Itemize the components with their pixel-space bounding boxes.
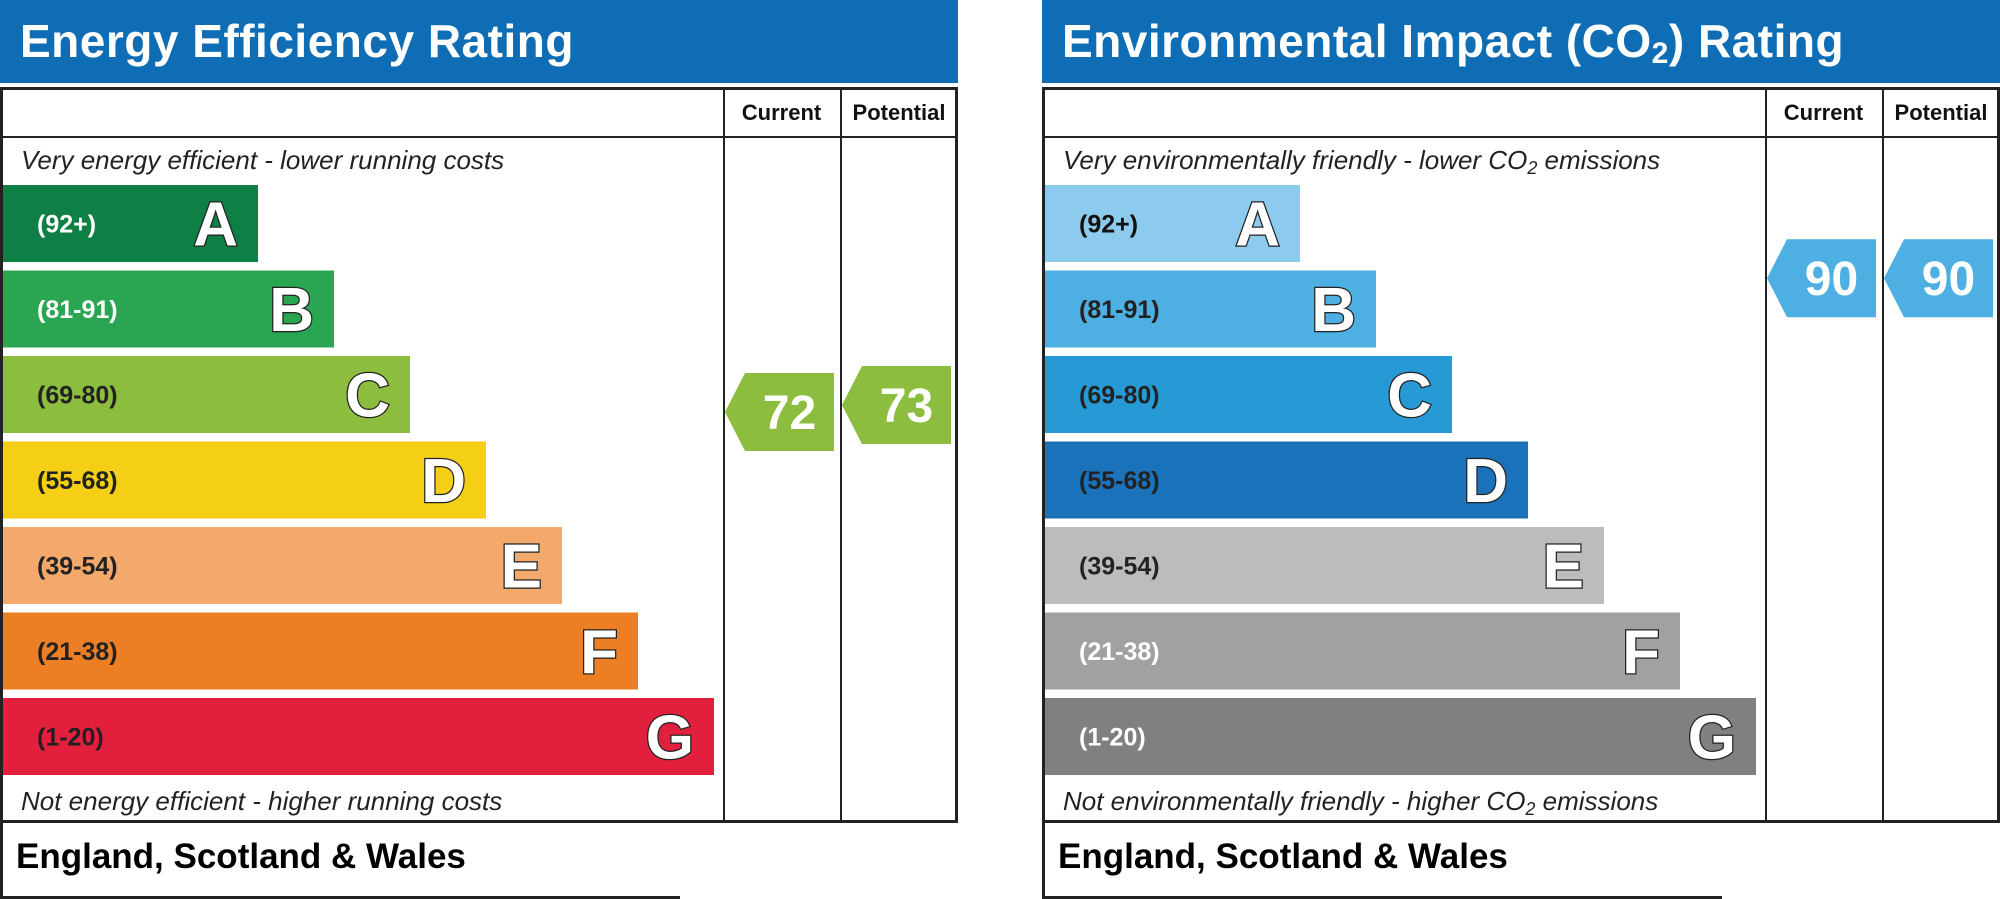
column-header-potential: Potential	[852, 100, 946, 125]
footer: England, Scotland & Wales	[0, 823, 680, 899]
potential-rating-value: 73	[880, 380, 933, 433]
band-letter: D	[421, 447, 466, 516]
band-letter: A	[193, 191, 238, 260]
column-header-divider	[1045, 136, 1997, 138]
band-letter: G	[646, 704, 694, 773]
footer-text: England, Scotland & Wales	[1058, 837, 1508, 876]
band-range-label: (21-38)	[37, 638, 118, 666]
rating-band-g: (1-20) G	[1045, 698, 1756, 775]
band-range-label: (81-91)	[1079, 296, 1160, 324]
environmental-impact-title: Environmental Impact (CO2) Rating	[1042, 0, 2000, 83]
band-letter: G	[1688, 704, 1736, 773]
band-bar	[3, 698, 714, 775]
band-bar	[1045, 185, 1300, 262]
band-letter: E	[501, 533, 542, 602]
column-divider	[840, 90, 842, 820]
rating-band-c: (69-80) C	[1045, 356, 1452, 433]
band-range-label: (55-68)	[1079, 467, 1160, 495]
band-bar	[3, 527, 562, 604]
band-range-label: (39-54)	[37, 553, 118, 581]
energy-efficiency-panel: Energy Efficiency Rating Current Potenti…	[0, 0, 958, 899]
band-range-label: (92+)	[37, 211, 96, 239]
band-range-label: (21-38)	[1079, 638, 1160, 666]
band-bar	[3, 612, 638, 690]
column-divider	[723, 90, 725, 820]
rating-band-f: (21-38) F	[3, 612, 638, 690]
column-divider	[1765, 90, 1767, 820]
band-range-label: (81-91)	[37, 296, 118, 324]
energy-efficiency-title: Energy Efficiency Rating	[0, 0, 958, 83]
environmental-impact-panel: Environmental Impact (CO2) Rating Curren…	[1042, 0, 2000, 899]
rating-band-b: (81-91) B	[1045, 270, 1376, 348]
rating-band-b: (81-91) B	[3, 270, 334, 348]
arrow-shape	[842, 366, 951, 444]
energy-efficiency-grid: Current Potential Very energy efficient …	[0, 87, 958, 823]
band-letter: C	[345, 362, 390, 431]
band-range-label: (55-68)	[37, 467, 118, 495]
rating-band-e: (39-54) E	[3, 527, 562, 604]
rating-band-g: (1-20) G	[3, 698, 714, 775]
band-letter: E	[1543, 533, 1584, 602]
band-range-label: (1-20)	[1079, 724, 1146, 752]
band-range-label: (69-80)	[37, 382, 118, 410]
top-caption: Very environmentally friendly - lower CO…	[1063, 145, 1661, 178]
column-divider	[1882, 90, 1884, 820]
bottom-caption: Not environmentally friendly - higher CO…	[1063, 786, 1659, 819]
band-letter: C	[1387, 362, 1432, 431]
band-bar	[1045, 698, 1756, 775]
rating-band-e: (39-54) E	[1045, 527, 1604, 604]
arrow-shape	[1884, 239, 1993, 318]
rating-band-c: (69-80) C	[3, 356, 410, 433]
band-range-label: (92+)	[1079, 211, 1138, 239]
current-rating-arrow: 72	[725, 373, 834, 451]
band-bar	[3, 356, 410, 433]
band-letter: B	[1311, 276, 1356, 345]
footer: England, Scotland & Wales	[1042, 823, 1722, 899]
band-bar	[3, 441, 486, 519]
band-range-label: (1-20)	[37, 724, 104, 752]
potential-rating-arrow: 73	[842, 366, 951, 444]
band-letter: F	[1622, 618, 1660, 687]
column-header-divider	[3, 136, 955, 138]
band-letter: D	[1463, 447, 1508, 516]
arrow-shape	[1767, 239, 1876, 318]
column-header-current: Current	[1783, 100, 1864, 125]
band-bar	[1045, 612, 1680, 690]
arrow-shape	[725, 373, 834, 451]
rating-band-a: (92+) A	[3, 185, 258, 262]
current-rating-arrow: 90	[1767, 239, 1876, 318]
top-caption: Very energy efficient - lower running co…	[21, 145, 505, 175]
band-bar	[1045, 527, 1604, 604]
environmental-impact-bars: (92+) A (81-91) B (69-80) C (55-68) D (39-54) E (2…	[1045, 185, 1993, 775]
rating-band-d: (55-68) D	[3, 441, 486, 519]
rating-band-a: (92+) A	[1045, 185, 1300, 262]
band-bar	[1045, 356, 1452, 433]
band-bar	[3, 270, 334, 348]
energy-efficiency-bars: (92+) A (81-91) B (69-80) C (55-68) D (39-54) E (2…	[3, 185, 951, 775]
current-rating-value: 90	[1805, 253, 1858, 306]
band-bar	[1045, 441, 1528, 519]
potential-rating-arrow: 90	[1884, 239, 1993, 318]
bottom-caption: Not energy efficient - higher running co…	[21, 786, 503, 816]
band-bar	[1045, 270, 1376, 348]
rating-band-d: (55-68) D	[1045, 441, 1528, 519]
band-range-label: (39-54)	[1079, 553, 1160, 581]
column-header-current: Current	[741, 100, 822, 125]
potential-rating-value: 90	[1922, 253, 1975, 306]
band-letter: B	[269, 276, 314, 345]
band-letter: F	[580, 618, 618, 687]
footer-text: England, Scotland & Wales	[16, 837, 466, 876]
environmental-impact-grid: Current Potential Very environmentally f…	[1042, 87, 2000, 823]
rating-band-f: (21-38) F	[1045, 612, 1680, 690]
current-rating-value: 72	[763, 387, 816, 440]
column-header-potential: Potential	[1894, 100, 1988, 125]
band-range-label: (69-80)	[1079, 382, 1160, 410]
band-letter: A	[1235, 191, 1280, 260]
band-bar	[3, 185, 258, 262]
